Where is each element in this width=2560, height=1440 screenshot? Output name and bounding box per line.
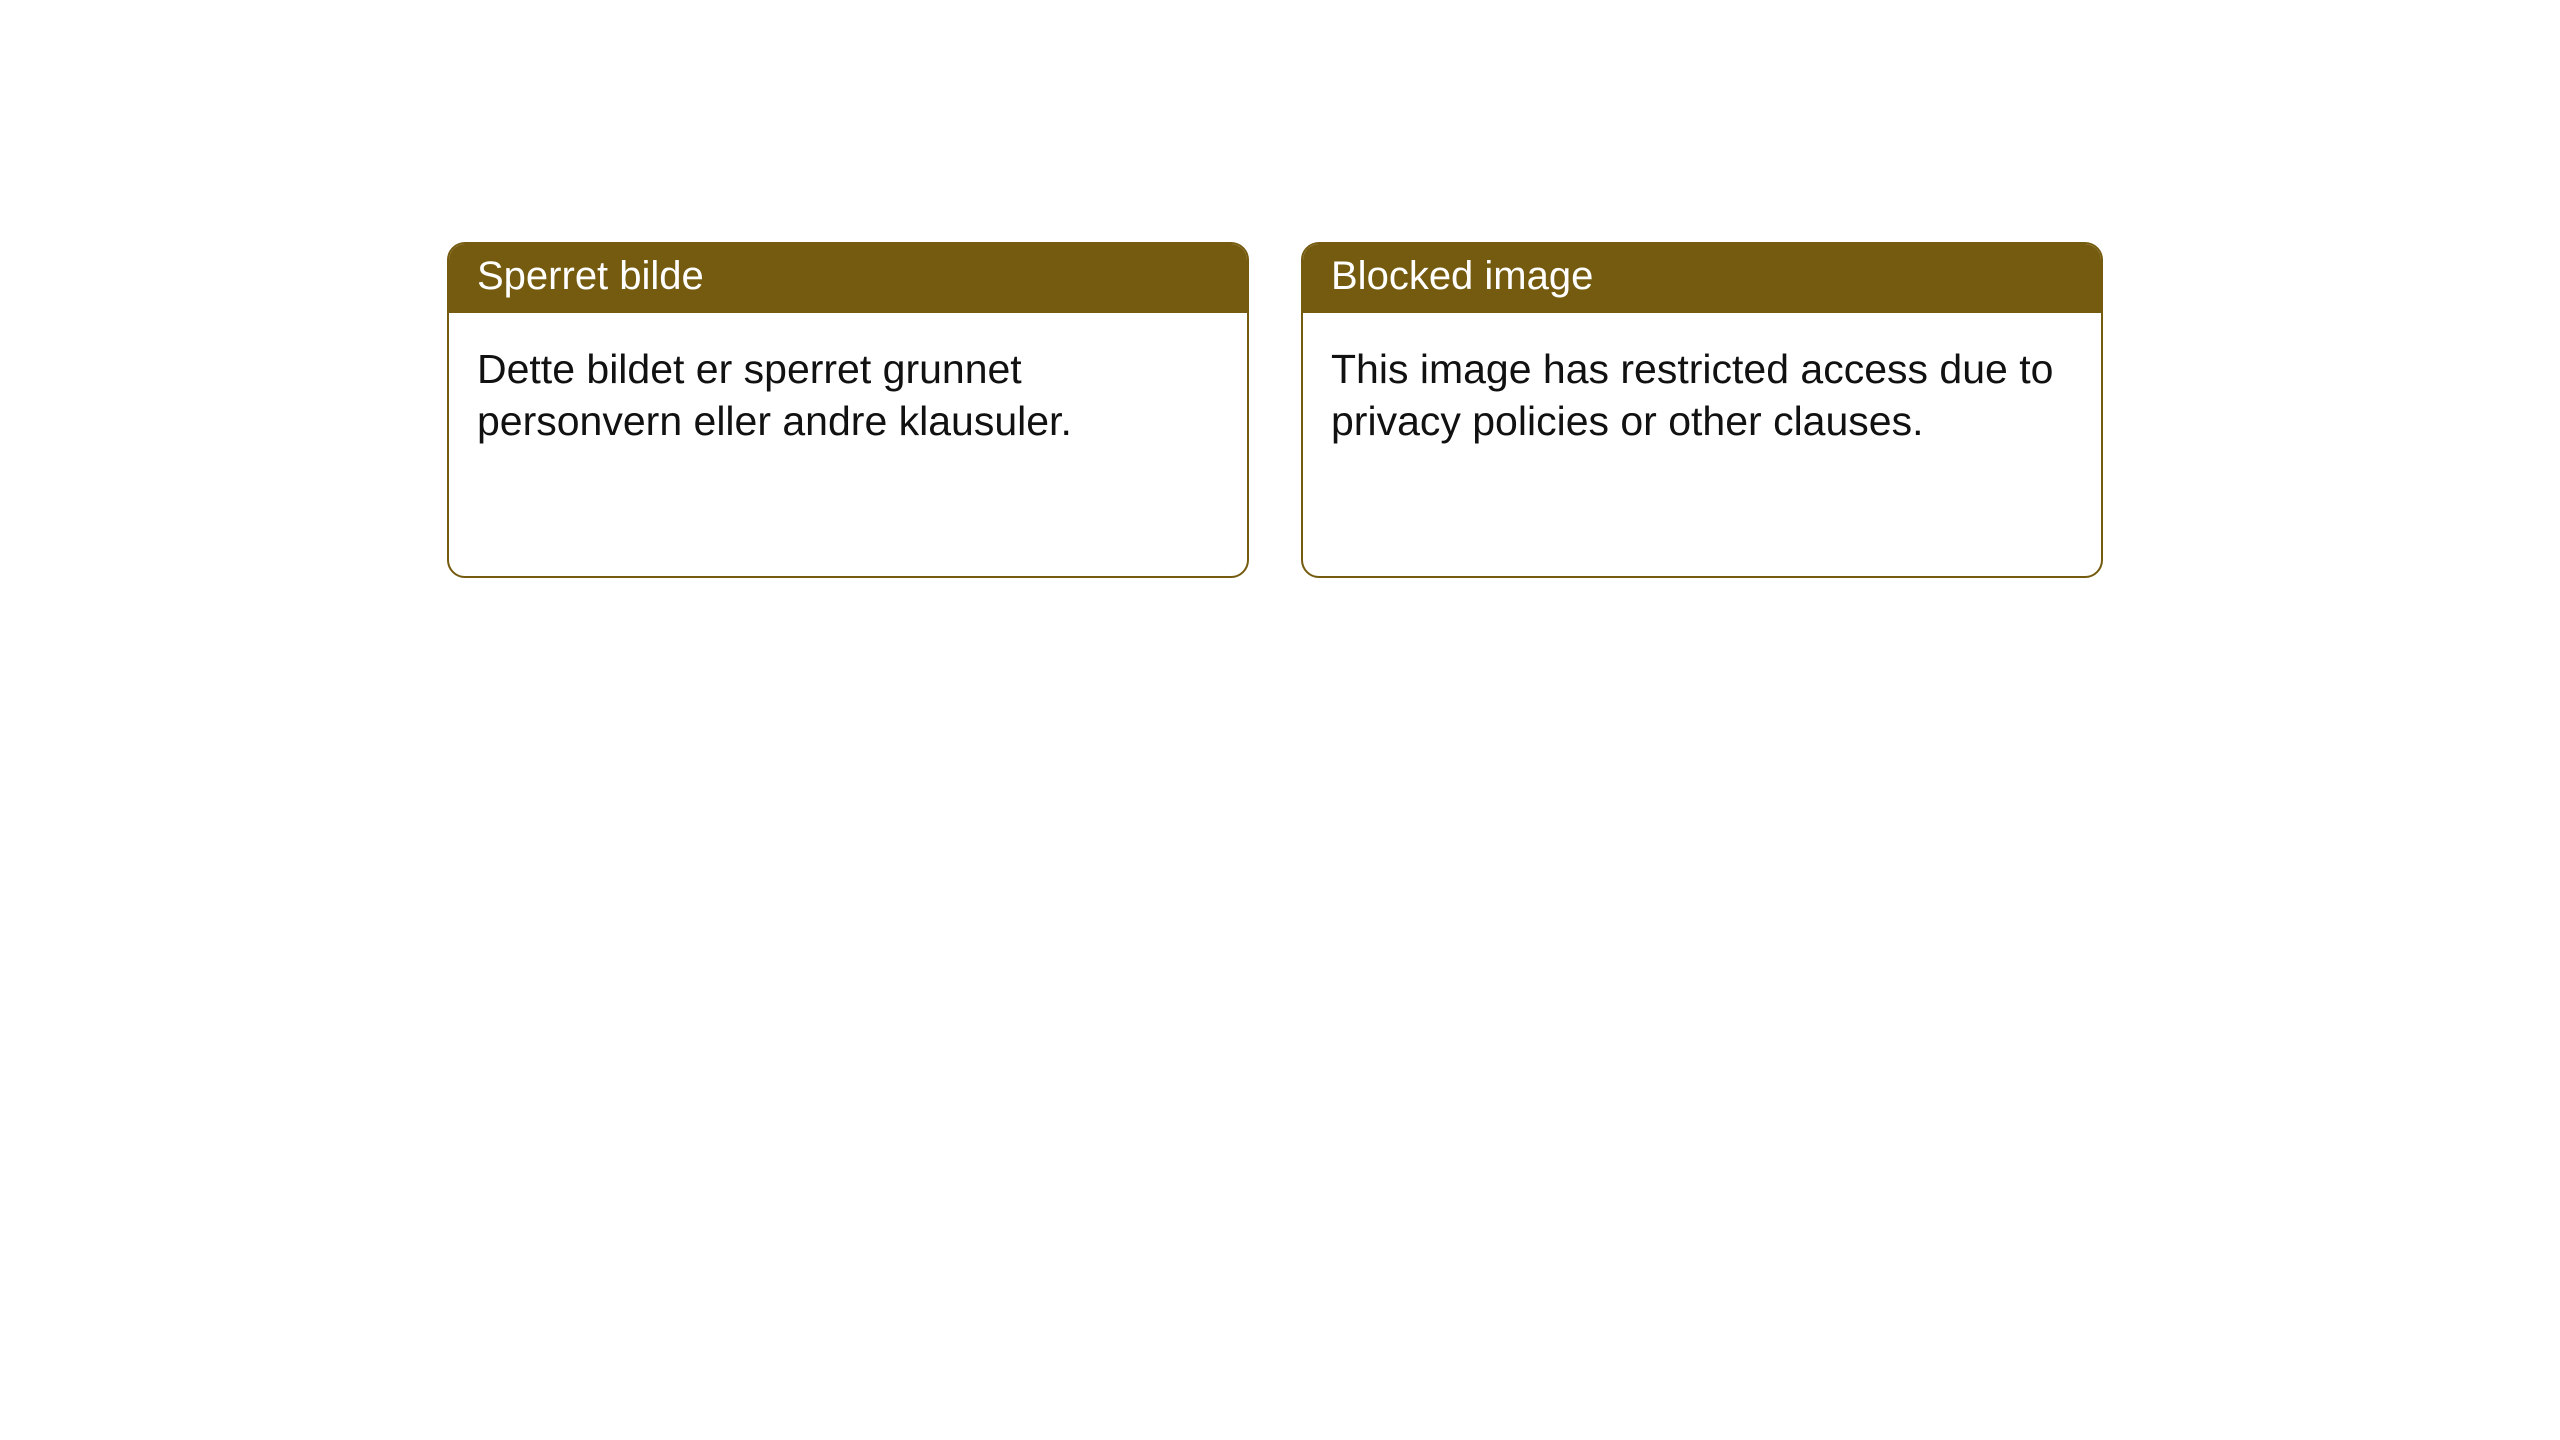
notice-body-english: This image has restricted access due to …: [1303, 313, 2101, 477]
notice-card-english: Blocked image This image has restricted …: [1301, 242, 2103, 578]
notice-title-english: Blocked image: [1303, 244, 2101, 313]
notice-title-norwegian: Sperret bilde: [449, 244, 1247, 313]
notice-container: Sperret bilde Dette bildet er sperret gr…: [447, 242, 2560, 578]
notice-card-norwegian: Sperret bilde Dette bildet er sperret gr…: [447, 242, 1249, 578]
notice-body-norwegian: Dette bildet er sperret grunnet personve…: [449, 313, 1247, 477]
